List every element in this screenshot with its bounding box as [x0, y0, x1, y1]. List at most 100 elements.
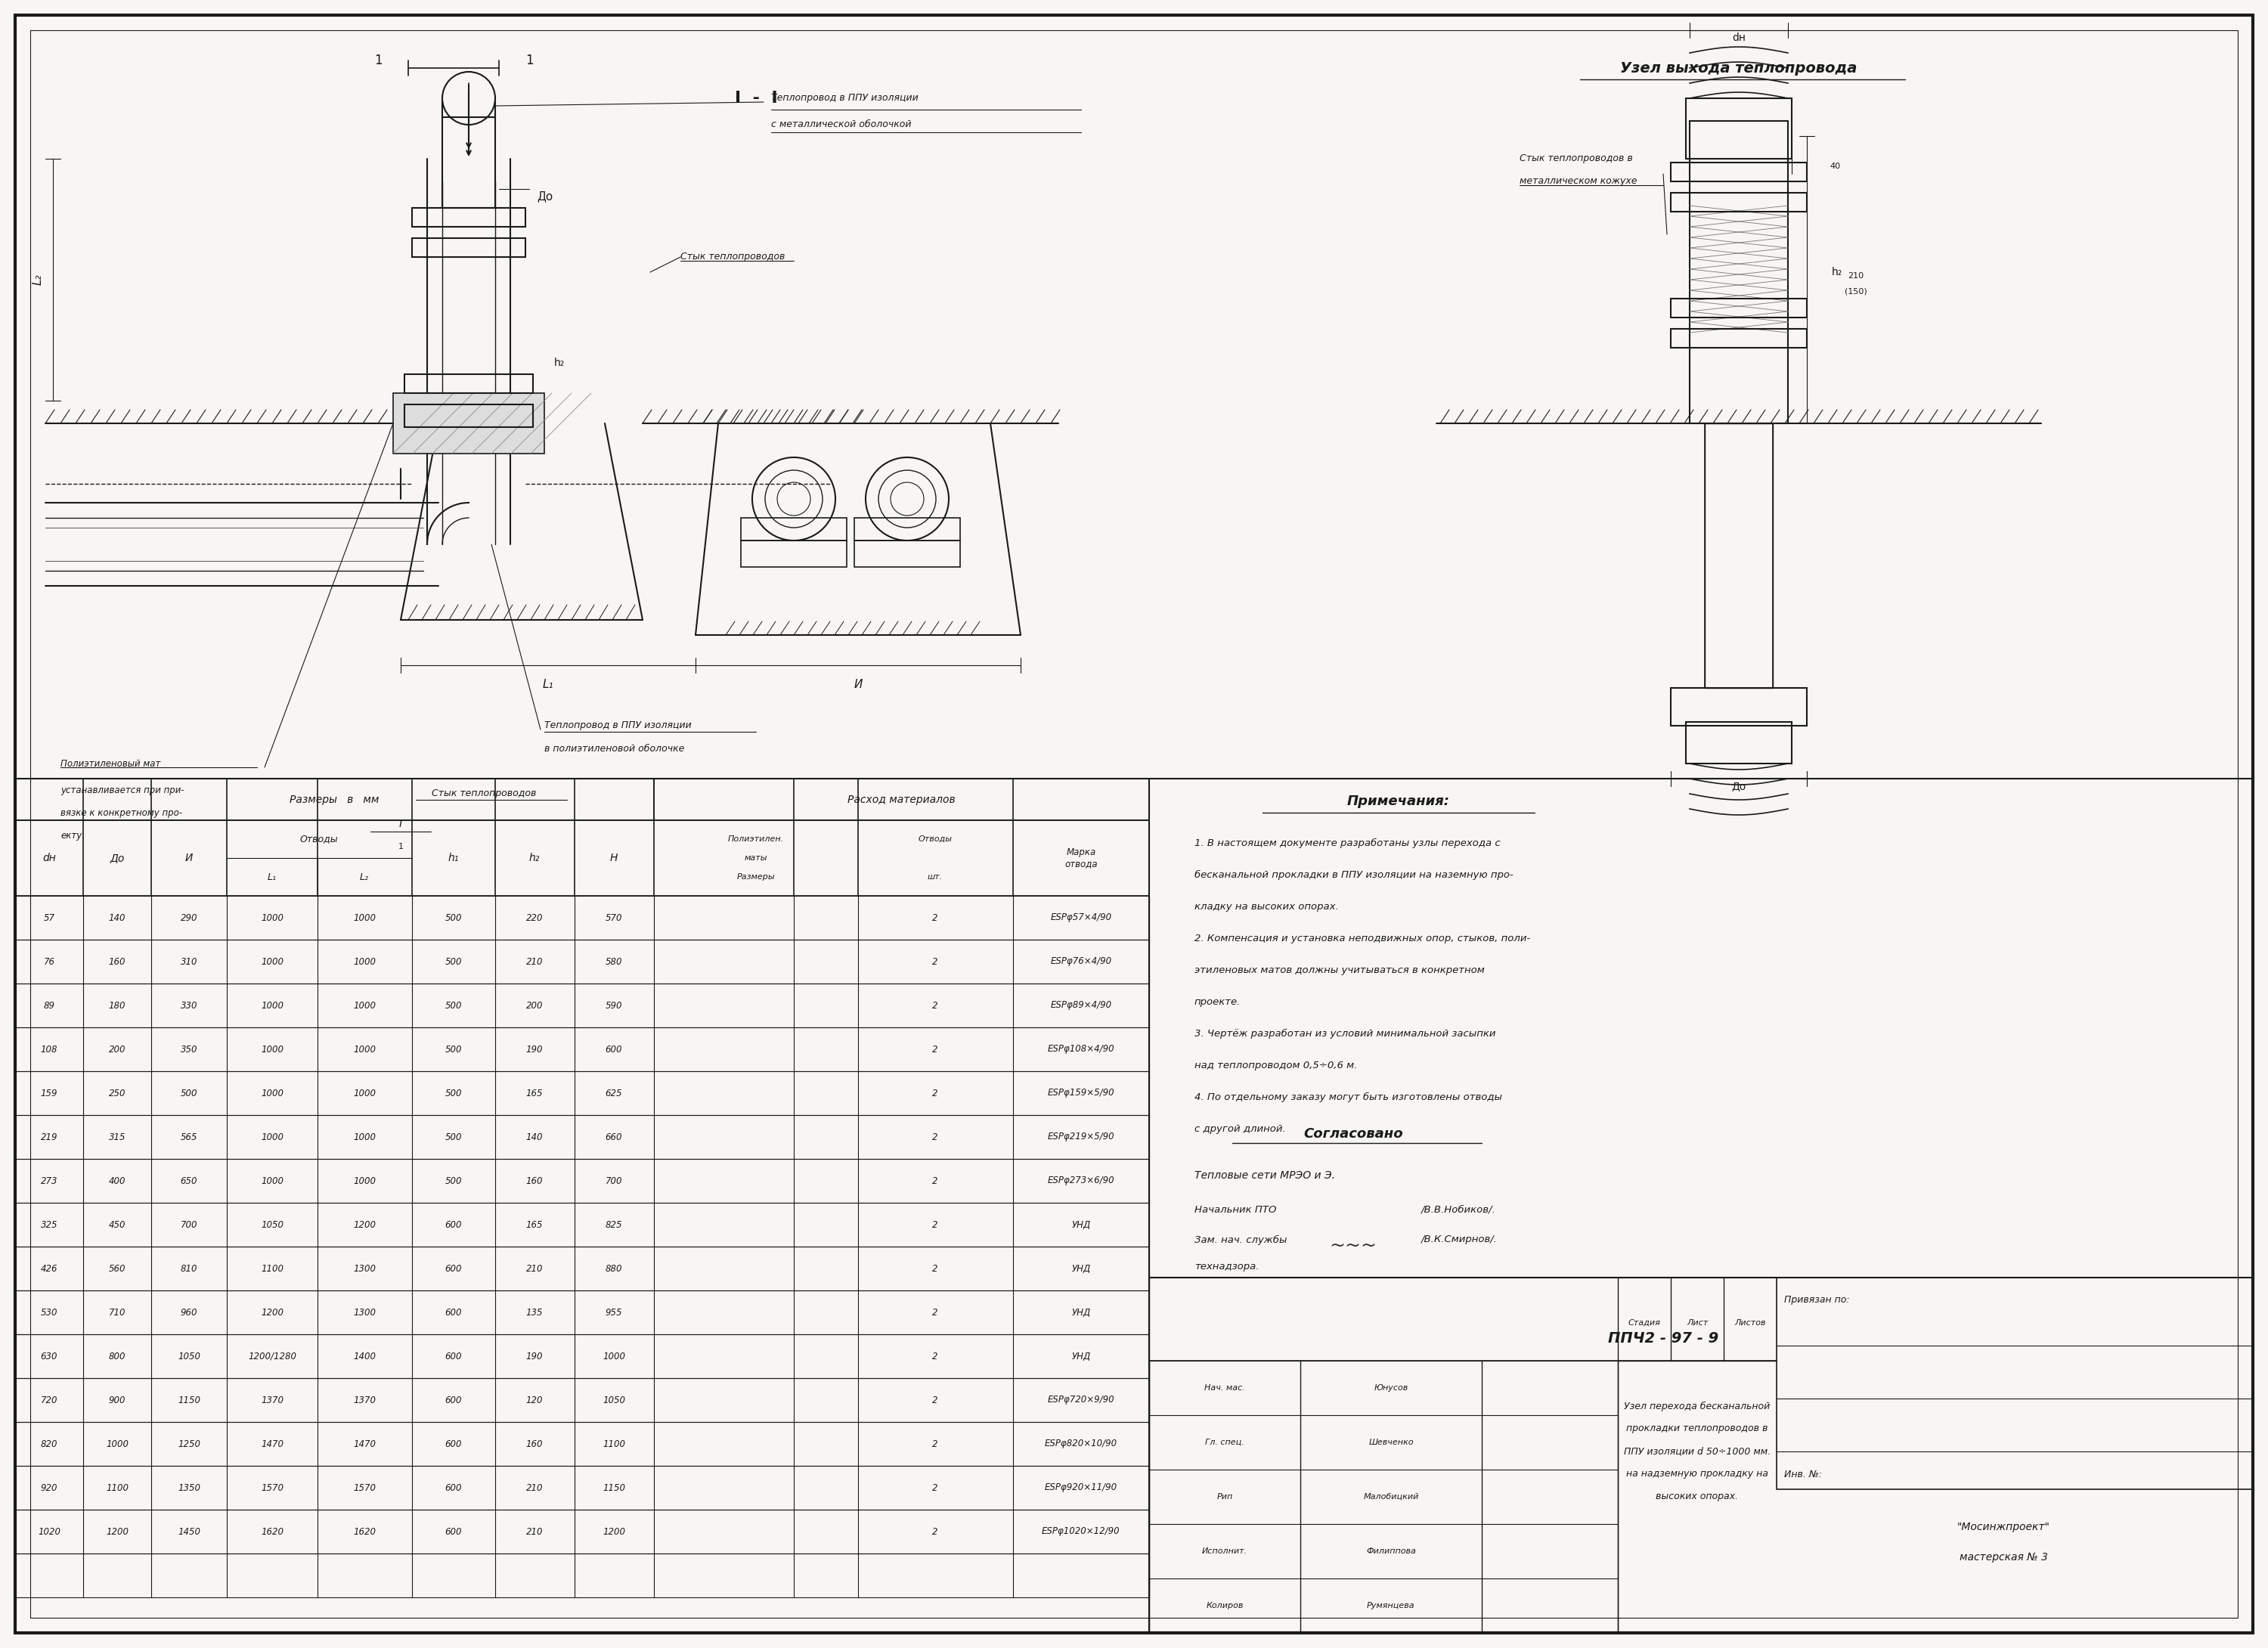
Text: L₂: L₂ [361, 872, 370, 882]
Text: Узел перехода бесканальной: Узел перехода бесканальной [1624, 1401, 1771, 1411]
Text: 210: 210 [526, 957, 542, 966]
Text: 4. По отдельному заказу могут быть изготовлены отводы: 4. По отдельному заказу могут быть изгот… [1195, 1093, 1501, 1103]
Text: 220: 220 [526, 913, 542, 923]
Text: Теплопровод в ППУ изоляции: Теплопровод в ППУ изоляции [544, 720, 692, 730]
Text: Гл. спец.: Гл. спец. [1204, 1439, 1245, 1447]
Text: ESPφ1020×12/90: ESPφ1020×12/90 [1041, 1526, 1120, 1536]
Text: 40: 40 [1830, 163, 1839, 170]
Text: Привязан по:: Привязан по: [1785, 1295, 1851, 1305]
Text: 400: 400 [109, 1177, 125, 1185]
Bar [1150, 1277, 2252, 1633]
Text: dн: dн [1733, 33, 1746, 43]
Text: 190: 190 [526, 1351, 542, 1361]
Bar [16, 821, 1150, 897]
Text: 1300: 1300 [354, 1307, 376, 1317]
Text: над теплопроводом 0,5÷0,6 м.: над теплопроводом 0,5÷0,6 м. [1195, 1060, 1356, 1070]
Bar [16, 1027, 1150, 1071]
Text: ~~~: ~~~ [1329, 1236, 1377, 1254]
Text: Листов: Листов [1735, 1318, 1767, 1327]
Text: технадзора.: технадзора. [1195, 1261, 1259, 1271]
Text: 1020: 1020 [39, 1526, 61, 1536]
Text: 1620: 1620 [261, 1526, 284, 1536]
Text: 500: 500 [445, 913, 463, 923]
Bar [16, 897, 1150, 939]
Bar [1706, 424, 1774, 687]
Text: 1050: 1050 [261, 1220, 284, 1229]
Text: 165: 165 [526, 1088, 542, 1098]
Text: бесканальной прокладки в ППУ изоляции на наземную про-: бесканальной прокладки в ППУ изоляции на… [1195, 870, 1513, 880]
Text: 710: 710 [109, 1307, 125, 1317]
Bar [16, 1246, 1150, 1290]
Text: L₂: L₂ [32, 274, 43, 285]
Text: 1000: 1000 [261, 1177, 284, 1185]
Text: 1000: 1000 [354, 1000, 376, 1010]
Bar [16, 1290, 1150, 1335]
Text: 500: 500 [181, 1088, 197, 1098]
Text: 1400: 1400 [354, 1351, 376, 1361]
Text: 2: 2 [932, 913, 939, 923]
Text: 600: 600 [445, 1439, 463, 1449]
Bar [855, 541, 959, 567]
Text: 1: 1 [526, 54, 533, 68]
Text: 2: 2 [932, 1045, 939, 1055]
Text: Стадия: Стадия [1628, 1318, 1660, 1327]
Text: 3. Чертёж разработан из условий минимальной засыпки: 3. Чертёж разработан из условий минималь… [1195, 1028, 1497, 1038]
Bar [1672, 193, 1808, 211]
Text: 1050: 1050 [177, 1351, 200, 1361]
Text: 590: 590 [606, 1000, 621, 1010]
Bar [1776, 1277, 2252, 1490]
Text: 600: 600 [445, 1264, 463, 1274]
Text: Начальник ПТО: Начальник ПТО [1195, 1205, 1277, 1215]
Text: 530: 530 [41, 1307, 57, 1317]
Bar [16, 1116, 1150, 1159]
Bar [742, 541, 846, 567]
Text: 290: 290 [181, 913, 197, 923]
Text: 960: 960 [181, 1307, 197, 1317]
Text: Стык теплопроводов: Стык теплопроводов [680, 252, 785, 262]
Text: 1000: 1000 [261, 1132, 284, 1142]
Text: Филиппова: Филиппова [1365, 1547, 1415, 1556]
Text: Узел выхода теплопровода: Узел выхода теплопровода [1619, 61, 1857, 76]
Text: ESPφ273×6/90: ESPφ273×6/90 [1048, 1177, 1114, 1185]
Text: 1470: 1470 [261, 1439, 284, 1449]
Text: 160: 160 [109, 957, 125, 966]
Text: проекте.: проекте. [1195, 997, 1241, 1007]
Text: Отводы: Отводы [299, 834, 338, 844]
Text: 1200: 1200 [354, 1220, 376, 1229]
Text: 190: 190 [526, 1045, 542, 1055]
Text: И: И [853, 679, 862, 691]
Text: h₂: h₂ [528, 852, 540, 864]
Text: Марка
отвода: Марка отвода [1064, 847, 1098, 868]
Text: УНД: УНД [1070, 1264, 1091, 1274]
Text: ППЧ2 - 97 - 9: ППЧ2 - 97 - 9 [1608, 1332, 1719, 1345]
Text: 500: 500 [445, 957, 463, 966]
Text: 920: 920 [41, 1483, 57, 1493]
Text: 273: 273 [41, 1177, 57, 1185]
Text: 1000: 1000 [354, 913, 376, 923]
Text: 1200: 1200 [603, 1526, 626, 1536]
Text: 219: 219 [41, 1132, 57, 1142]
Text: 1200: 1200 [107, 1526, 129, 1536]
Text: ESPφ108×4/90: ESPφ108×4/90 [1048, 1045, 1114, 1055]
Text: 600: 600 [445, 1483, 463, 1493]
Text: Румянцева: Румянцева [1368, 1602, 1415, 1610]
Bar [16, 1378, 1150, 1422]
Text: 1370: 1370 [261, 1396, 284, 1406]
Text: 160: 160 [526, 1177, 542, 1185]
Text: УНД: УНД [1070, 1307, 1091, 1317]
Text: T: T [397, 819, 404, 829]
Text: 600: 600 [445, 1526, 463, 1536]
Text: 500: 500 [445, 1000, 463, 1010]
Bar [1690, 120, 1787, 424]
Text: H: H [610, 852, 617, 864]
Text: шт.: шт. [928, 873, 943, 880]
Text: Расход материалов: Расход материалов [848, 794, 955, 806]
Text: L₁: L₁ [542, 679, 553, 691]
Text: h₁: h₁ [449, 852, 458, 864]
Bar [855, 517, 959, 541]
Bar [16, 984, 1150, 1027]
Text: 700: 700 [181, 1220, 197, 1229]
Text: И: И [186, 852, 193, 864]
Text: 565: 565 [181, 1132, 197, 1142]
Text: Отводы: Отводы [919, 836, 953, 842]
